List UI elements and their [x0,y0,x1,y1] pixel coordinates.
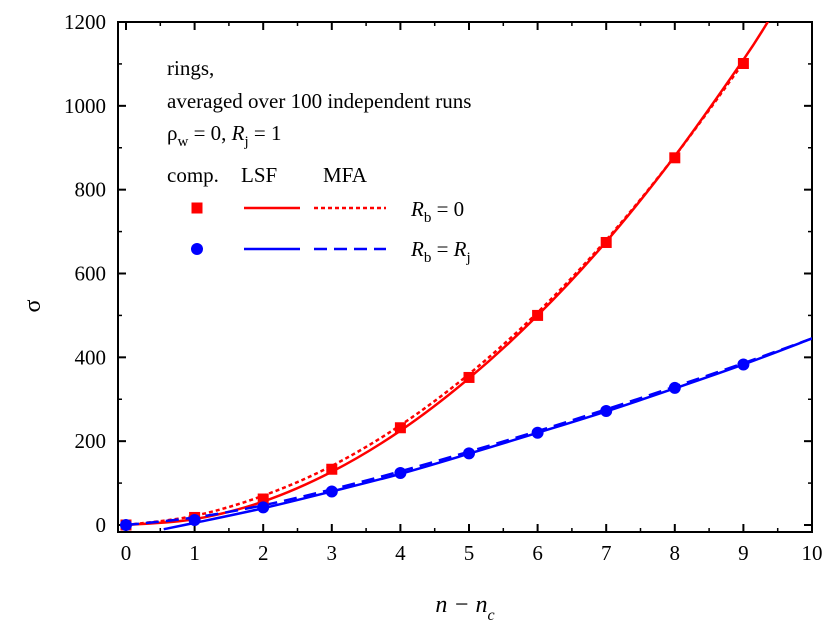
data-point-square [532,309,544,321]
legend-row2-R2: R [453,237,467,261]
x-tick-label: 9 [738,541,749,565]
legend-row1-R: R [410,197,424,221]
axis-ticks [118,21,813,532]
annotation-rho-sub: w [177,134,188,150]
annotation-end: = 1 [249,121,282,145]
y-tick-label: 0 [96,513,107,537]
x-tick-label: 10 [802,541,823,565]
x-tick-label: 0 [121,541,132,565]
annotation-mid: = 0, [188,121,231,145]
x-tick-label: 2 [258,541,269,565]
x-tick-label: 1 [189,541,200,565]
legend-square-marker [191,202,203,214]
series-line-mfa-dashed [125,337,812,527]
annotation-R: R [231,121,245,145]
legend-row2-label: Rb = Rj [410,237,471,266]
data-point-circle [600,404,613,417]
data-point-circle [737,358,750,371]
x-tick-label: 8 [670,541,681,565]
data-point-square [669,152,681,164]
y-tick-label: 600 [75,262,107,286]
marker-layer [120,57,750,531]
x-axis-title: n − nc [435,592,494,624]
x-axis-title-sub: c [488,607,495,624]
data-point-circle [325,485,338,498]
x-axis-title-main: n − n [435,592,487,618]
x-tick-label: 3 [327,541,338,565]
data-point-square [257,493,269,505]
data-point-square [600,236,612,248]
plot-frame [117,21,813,533]
y-tick-label: 400 [75,345,107,369]
annotation-rho: ρ [167,121,177,145]
legend-header-lsf: LSF [241,163,277,187]
data-point-circle [531,426,544,439]
legend-row2-mid: = [431,237,453,261]
annotation-line-3: ρw = 0, Rj = 1 [167,121,282,150]
annotation-R-sub: j [244,134,249,150]
legend-row1-label: Rb = 0 [410,197,464,226]
series-line-mfa-dotted [125,61,745,527]
data-point-square [463,371,475,383]
legend-row2-sub2: j [466,250,471,266]
y-tick-label: 200 [75,429,107,453]
data-point-square [326,463,338,475]
legend-row2-R: R [410,237,424,261]
data-point-square [394,422,406,434]
x-tick-label: 5 [464,541,475,565]
data-point-square [737,57,749,69]
x-tick-label: 4 [395,541,406,565]
legend-row1-sub: b [424,210,432,226]
data-point-circle [257,501,270,514]
data-point-circle [120,519,132,531]
legend-circle-marker [191,243,203,255]
x-tick-label: 7 [601,541,612,565]
legend-row2-sub: b [424,250,432,266]
data-point-circle [463,447,475,460]
annotation-line-1: rings, [167,56,214,80]
legend-row1-rest: = 0 [431,197,464,221]
data-point-circle [668,381,681,394]
legend-header-mfa: MFA [323,163,368,187]
legend: comp. LSF MFA Rb = 0 Rb = Rj [167,163,471,266]
data-point-circle [394,467,407,480]
y-tick-label: 1200 [64,10,106,34]
x-tick-labels: 0 1 2 3 4 5 6 7 8 9 10 [121,541,823,565]
x-tick-label: 6 [532,541,543,565]
y-axis-title: σ [20,299,46,312]
y-tick-label: 800 [75,178,107,202]
annotation-line-2: averaged over 100 independent runs [167,89,471,113]
y-tick-labels: 0 200 400 600 800 1000 1200 [64,10,106,537]
data-point-circle [188,513,201,526]
legend-header-comp: comp. [167,163,219,187]
y-tick-label: 1000 [64,94,106,118]
